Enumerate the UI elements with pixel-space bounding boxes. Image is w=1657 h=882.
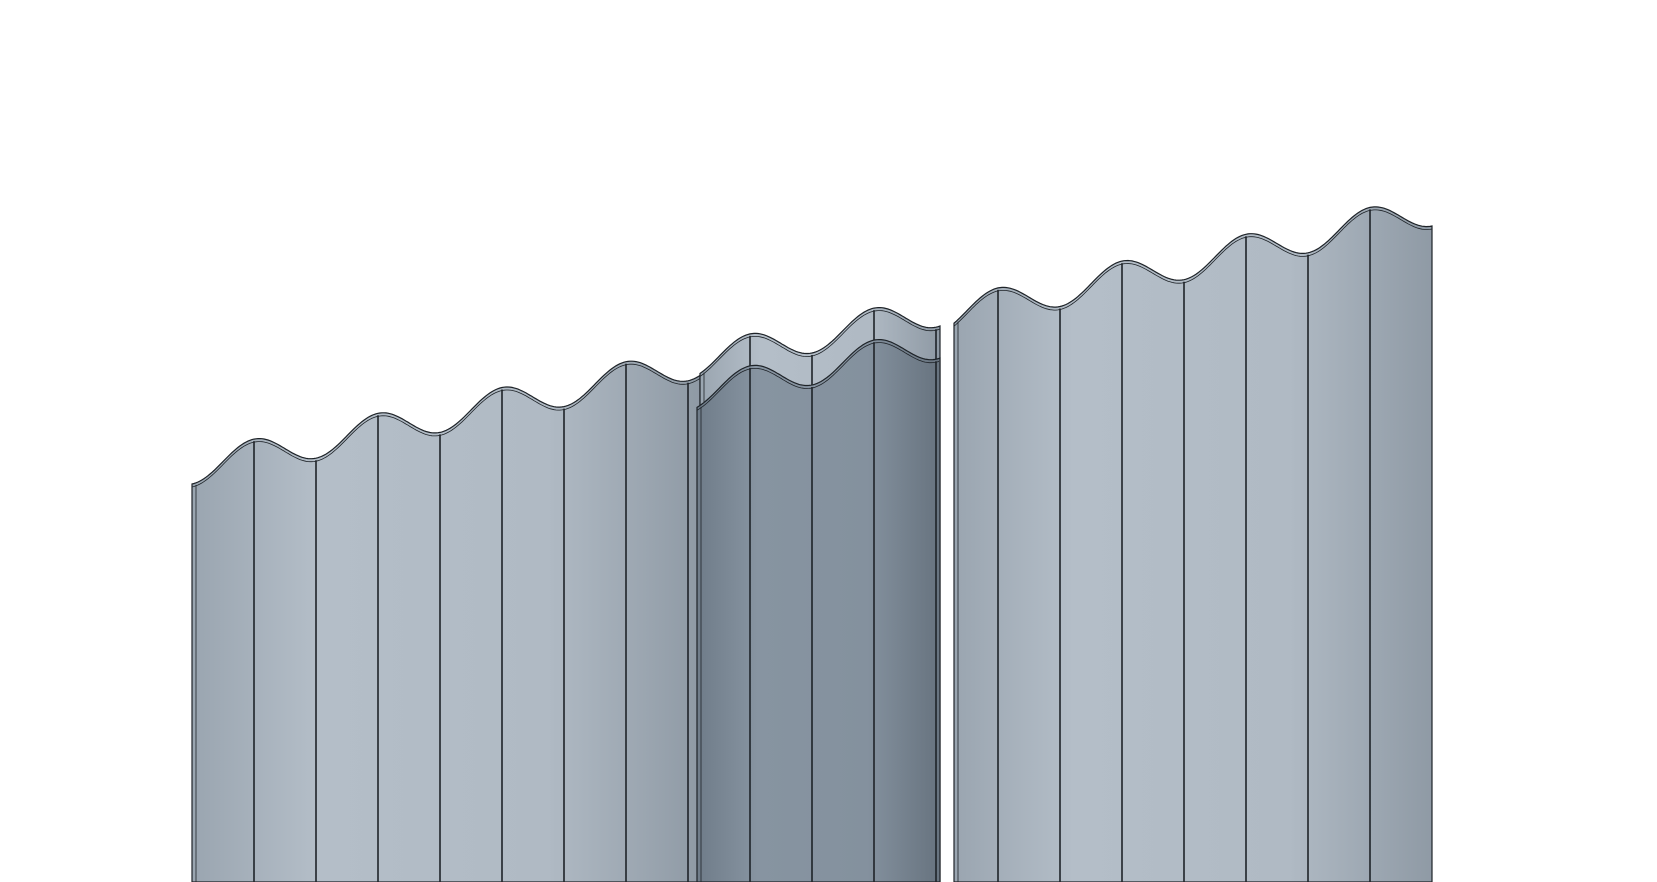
upper-overlap-sheet-rim-edge [699,310,941,377]
overlap-dark-sheet-body [696,339,941,882]
left-sheet-rim-edge [191,363,701,488]
overlap-dark-sheet-rim-edge [696,342,940,411]
right-sheet-rim-edge [953,209,1433,327]
left-sheet-body [191,360,701,882]
front-sheet-group [953,206,1433,882]
overlap-sheet-group [696,339,941,882]
right-sheet-body [953,206,1433,882]
